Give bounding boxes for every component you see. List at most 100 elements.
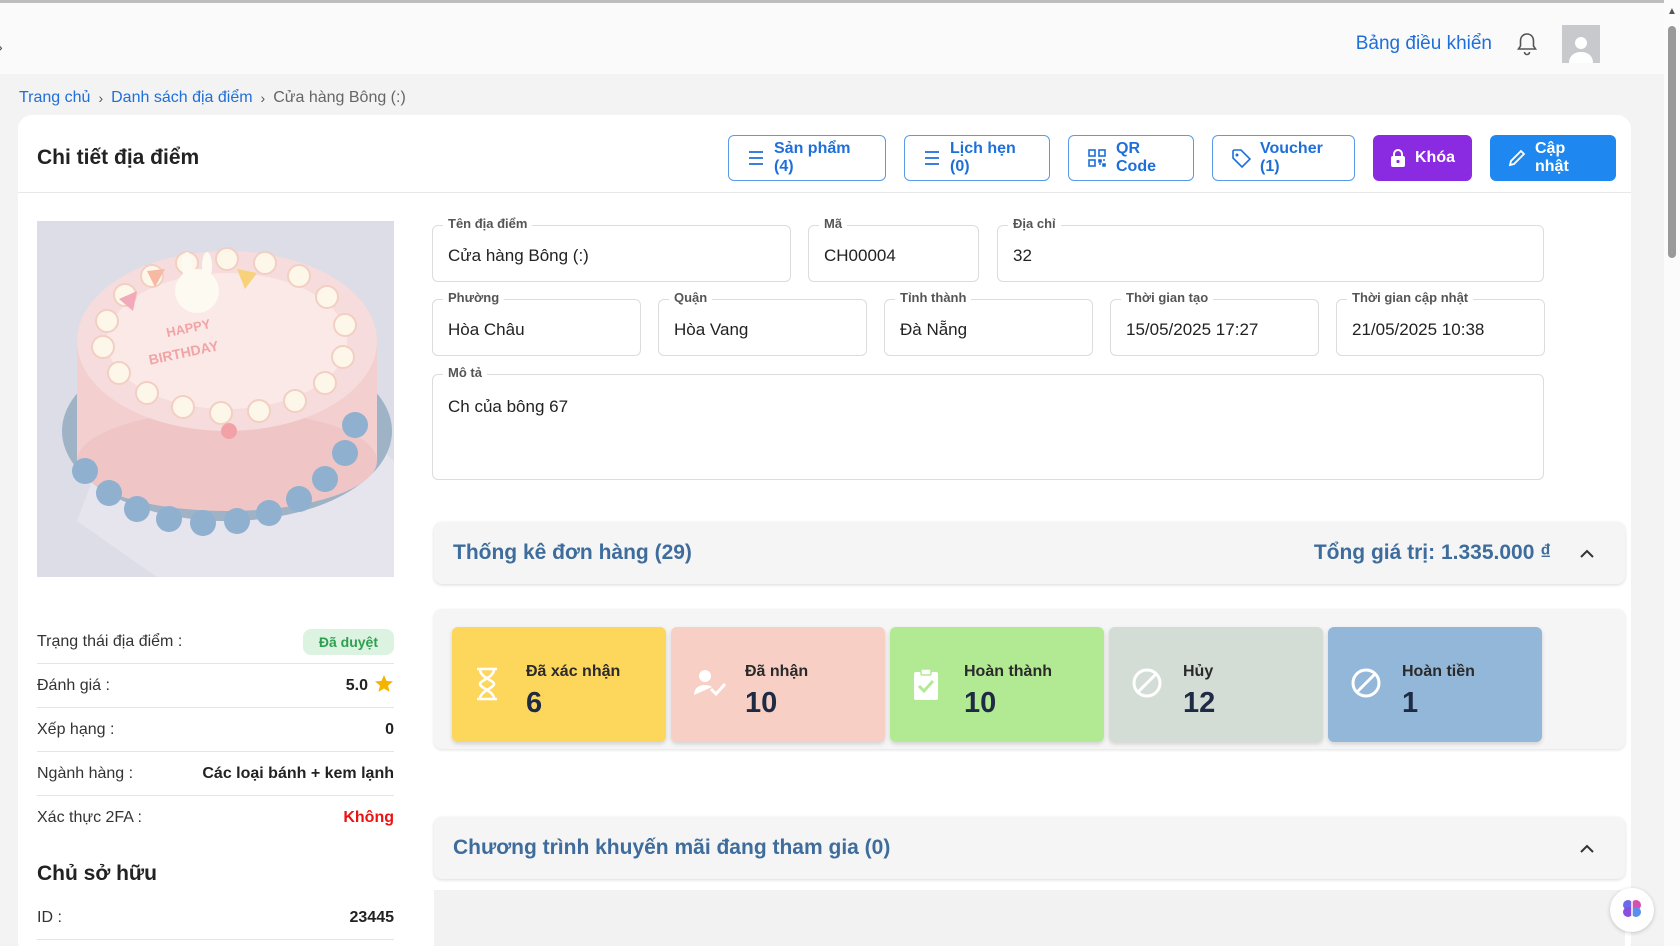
description-label: Mô tả (443, 365, 487, 380)
assistant-floating-button[interactable] (1610, 888, 1654, 932)
ward-value: Hòa Châu (448, 320, 525, 339)
lock-button-label: Khóa (1415, 149, 1455, 166)
updated-time-label: Thời gian cập nhật (1347, 290, 1474, 305)
city-value: Đà Nẵng (900, 320, 968, 339)
hourglass-icon (474, 667, 500, 706)
avatar[interactable] (1562, 25, 1600, 63)
order-total-value: Tổng giá trị: 1.335.000 ₫ (1313, 541, 1551, 564)
location-name-field[interactable]: Tên địa điểm Cửa hàng Bông (:) (432, 216, 791, 282)
stat-label: Hủy (1183, 663, 1214, 680)
stat-card-confirmed[interactable]: Đã xác nhận 6 (452, 627, 666, 742)
topbar-right: Bảng điều khiển (1356, 25, 1600, 63)
products-button-label: Sản phẩm (4) (774, 140, 851, 175)
user-check-icon (693, 667, 727, 702)
district-field[interactable]: Quận Hòa Vang (658, 290, 867, 356)
stat-card-cancelled[interactable]: Hủy 12 (1109, 627, 1323, 742)
location-detail-card: Chi tiết địa điểm Sản phẩm (4) Lịch hẹn … (18, 115, 1631, 946)
page-scrollbar[interactable]: ▲ (1664, 0, 1680, 946)
code-label: Mã (819, 216, 848, 231)
brain-icon (1621, 897, 1643, 924)
breadcrumb-location-list[interactable]: Danh sách địa điểm (111, 89, 253, 106)
star-icon (374, 674, 394, 698)
list-icon (923, 150, 941, 166)
voucher-button-label: Voucher (1) (1260, 140, 1323, 175)
ward-label: Phường (443, 290, 505, 305)
code-field[interactable]: Mã CH00004 (808, 216, 979, 282)
products-button[interactable]: Sản phẩm (4) (728, 135, 886, 181)
voucher-button[interactable]: Voucher (1) (1212, 135, 1355, 181)
address-value: 32 (1013, 246, 1032, 265)
stat-label: Hoàn thành (964, 663, 1052, 680)
created-time-value: 15/05/2025 17:27 (1126, 320, 1259, 339)
tag-icon (1231, 148, 1251, 168)
page-title: Chi tiết địa điểm (37, 146, 200, 169)
description-field[interactable]: Mô tả Ch của bông 67 (432, 365, 1544, 480)
scroll-thumb[interactable] (1668, 26, 1676, 258)
cake-image: HAPPY BIRTHDAY (37, 221, 394, 577)
card-header: Chi tiết địa điểm Sản phẩm (4) Lịch hẹn … (18, 115, 1631, 193)
cancel-icon (1131, 667, 1163, 704)
qr-code-button[interactable]: QR Code (1068, 135, 1194, 181)
industry-label: Ngành hàng : (37, 764, 134, 782)
status-badge: Đã duyệt (302, 628, 394, 655)
order-stats-header[interactable]: Thống kê đơn hàng (29) Tổng giá trị: 1.3… (434, 522, 1625, 584)
owner-id-value: 23445 (349, 908, 395, 926)
action-bar: Sản phẩm (4) Lịch hẹn (0) QR Code Vouche… (728, 135, 1616, 181)
rating-label: Đánh giá : (37, 676, 110, 694)
stat-label: Đã nhận (745, 663, 809, 680)
twofa-row: Xác thực 2FA : Không (37, 796, 394, 840)
city-label: Tỉnh thành (895, 290, 972, 305)
ward-field[interactable]: Phường Hòa Châu (432, 290, 641, 356)
sidebar-toggle-icon[interactable]: › (0, 39, 3, 55)
refund-cancel-icon (1350, 667, 1382, 704)
twofa-value: Không (343, 809, 394, 826)
city-field[interactable]: Tỉnh thành Đà Nẵng (884, 290, 1093, 356)
chevron-right-icon: › (98, 90, 104, 106)
chevron-right-icon: › (260, 90, 266, 106)
district-value: Hòa Vang (674, 320, 749, 339)
clipboard-check-icon (912, 667, 940, 706)
promotions-header[interactable]: Chương trình khuyến mãi đang tham gia (0… (434, 817, 1625, 879)
chevron-up-icon[interactable] (1579, 841, 1595, 859)
updated-time-field[interactable]: Thời gian cập nhật 21/05/2025 10:38 (1336, 290, 1545, 356)
status-label: Trạng thái địa điểm : (37, 632, 183, 650)
stat-card-received[interactable]: Đã nhận 10 (671, 627, 885, 742)
stat-value: 12 (1183, 687, 1216, 719)
scroll-up-arrow-icon[interactable]: ▲ (1667, 6, 1677, 17)
rank-label: Xếp hạng : (37, 720, 115, 738)
twofa-label: Xác thực 2FA : (37, 809, 142, 826)
breadcrumb-home[interactable]: Trang chủ (19, 89, 91, 106)
top-bar: › Bảng điều khiển (0, 0, 1664, 74)
stat-value: 10 (964, 687, 997, 719)
lock-button[interactable]: Khóa (1373, 135, 1472, 181)
promotions-title: Chương trình khuyến mãi đang tham gia (0… (453, 836, 891, 859)
stat-value: 10 (745, 687, 778, 719)
code-value: CH00004 (824, 246, 896, 265)
qr-code-button-label: QR Code (1116, 140, 1156, 175)
stat-value: 1 (1402, 687, 1419, 719)
update-button[interactable]: Cập nhật (1490, 135, 1616, 181)
rank-row: Xếp hạng : 0 (37, 708, 394, 752)
owner-heading: Chủ sở hữu (37, 862, 157, 885)
bell-icon[interactable] (1514, 31, 1540, 57)
industry-value: Các loại bánh + kem lạnh (202, 764, 394, 782)
appointments-button[interactable]: Lịch hẹn (0) (904, 135, 1050, 181)
lock-icon (1390, 148, 1406, 168)
industry-row: Ngành hàng : Các loại bánh + kem lạnh (37, 752, 394, 796)
owner-id-row: ID : 23445 (37, 896, 394, 940)
stat-card-completed[interactable]: Hoàn thành 10 (890, 627, 1104, 742)
created-time-field[interactable]: Thời gian tạo 15/05/2025 17:27 (1110, 290, 1319, 356)
rating-value: 5.0 (345, 676, 368, 694)
location-name-label: Tên địa điểm (443, 216, 533, 231)
address-field[interactable]: Địa chỉ 32 (997, 216, 1544, 282)
dashboard-link[interactable]: Bảng điều khiển (1355, 33, 1492, 54)
stat-label: Hoàn tiền (1402, 663, 1475, 680)
location-info-list: Trạng thái địa điểm : Đã duyệt Đánh giá … (37, 620, 394, 940)
appointments-button-label: Lịch hẹn (0) (950, 140, 1016, 175)
stat-card-refunded[interactable]: Hoàn tiền 1 (1328, 627, 1542, 742)
stat-value: 6 (526, 687, 543, 719)
district-label: Quận (669, 290, 713, 305)
update-button-label: Cập nhật (1535, 140, 1569, 175)
list-icon (747, 150, 765, 166)
chevron-up-icon[interactable] (1579, 546, 1595, 564)
